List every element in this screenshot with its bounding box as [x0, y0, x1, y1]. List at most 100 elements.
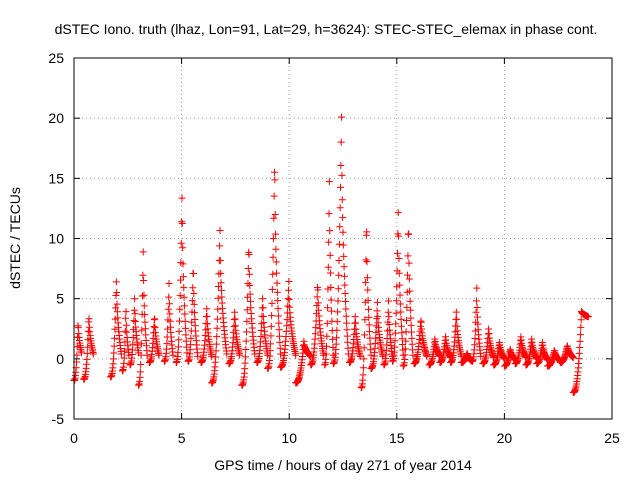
data-point: [246, 290, 254, 298]
data-point: [396, 281, 404, 289]
data-point: [362, 256, 370, 264]
data-point: [365, 313, 373, 321]
data-point: [137, 351, 145, 359]
data-point: [312, 324, 320, 332]
x-tick-label: 5: [178, 430, 186, 446]
data-point: [218, 293, 226, 301]
data-point: [230, 316, 238, 324]
data-point: [140, 276, 148, 284]
data-point: [130, 306, 138, 314]
data-point: [139, 271, 147, 279]
data-point: [217, 269, 225, 277]
data-point: [339, 241, 347, 249]
data-point: [121, 327, 129, 335]
data-point: [203, 305, 211, 313]
data-point: [363, 258, 371, 266]
data-point: [336, 183, 344, 191]
data-point: [217, 279, 225, 287]
data-point: [122, 321, 130, 329]
data-point: [216, 226, 224, 234]
data-point: [140, 302, 148, 310]
x-tick-labels: 0 5 10 15 20 25: [70, 430, 620, 446]
data-point: [392, 309, 400, 317]
data-point: [175, 336, 183, 344]
data-point: [269, 270, 277, 278]
data-point: [576, 331, 584, 339]
data-point: [131, 310, 139, 318]
data-point: [472, 297, 480, 305]
data-point: [165, 300, 173, 308]
data-point: [385, 313, 393, 321]
data-point: [182, 337, 190, 345]
data-point: [120, 354, 128, 362]
data-point: [452, 308, 460, 316]
data-point: [111, 325, 119, 333]
data-point: [405, 275, 413, 283]
data-point: [473, 284, 481, 292]
data-point: [213, 333, 221, 341]
data-point: [141, 311, 149, 319]
data-point: [259, 304, 267, 312]
data-point: [242, 337, 250, 345]
data-point: [141, 325, 149, 333]
data-point: [383, 341, 391, 349]
data-point: [241, 359, 249, 367]
data-point: [334, 308, 342, 316]
data-point: [113, 289, 121, 297]
data-point: [267, 332, 275, 340]
data-point: [322, 350, 330, 358]
data-point: [259, 295, 267, 303]
data-point: [323, 342, 331, 350]
data-point: [274, 312, 282, 320]
data-point: [136, 368, 144, 376]
data-point: [576, 337, 584, 345]
data-point: [311, 330, 319, 338]
data-point: [584, 313, 592, 321]
data-point: [404, 271, 412, 279]
data-point: [276, 338, 284, 346]
data-point: [326, 251, 334, 259]
data-point: [216, 257, 224, 265]
data-point: [372, 334, 380, 342]
data-point: [340, 252, 348, 260]
data-point: [269, 235, 277, 243]
data-point: [178, 194, 186, 202]
data-point: [270, 192, 278, 200]
data-point: [406, 297, 414, 305]
data-point: [327, 296, 335, 304]
data-point: [85, 315, 93, 323]
data-point: [395, 232, 403, 240]
data-point: [408, 328, 416, 336]
data-point: [404, 252, 412, 260]
data-point: [471, 327, 479, 335]
data-point: [78, 349, 86, 357]
data-point: [407, 321, 415, 329]
data-point: [189, 284, 197, 292]
data-point: [109, 355, 117, 363]
data-point: [169, 351, 177, 359]
data-point: [324, 304, 332, 312]
y-tick-label: 5: [56, 291, 64, 307]
data-point: [177, 276, 185, 284]
data-point: [402, 316, 410, 324]
data-point: [336, 223, 344, 231]
data-point: [406, 287, 414, 295]
data-point: [569, 354, 577, 362]
data-point: [137, 340, 145, 348]
data-point: [402, 337, 410, 345]
data-point: [141, 318, 149, 326]
data-point: [131, 295, 139, 303]
data-point: [130, 317, 138, 325]
data-point: [398, 329, 406, 337]
data-point: [187, 341, 195, 349]
data-point: [276, 332, 284, 340]
data-point: [273, 279, 281, 287]
data-point: [272, 258, 280, 266]
data-point: [339, 214, 347, 222]
data-point: [359, 364, 367, 372]
data-point: [180, 293, 188, 301]
data-point: [139, 248, 147, 256]
data-point: [187, 334, 195, 342]
data-point: [385, 297, 393, 305]
